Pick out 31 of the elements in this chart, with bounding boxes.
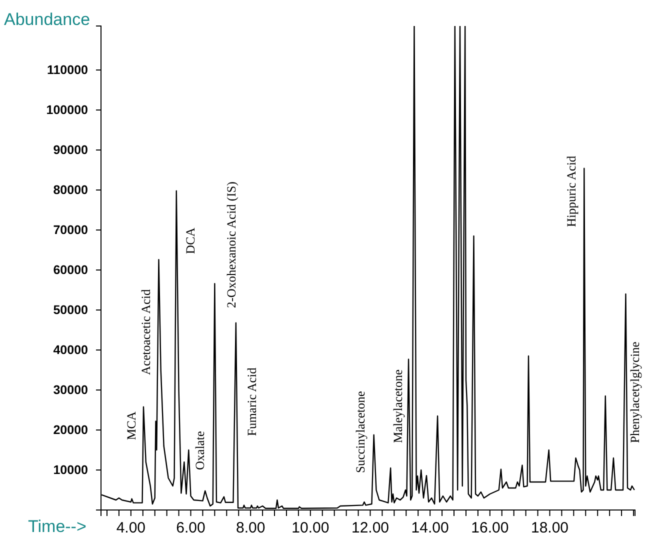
x-tick-label: 8.00 xyxy=(236,520,266,536)
x-tick-label: 12.00 xyxy=(351,520,390,536)
x-axis-title: Time--> xyxy=(28,517,86,536)
annotation: 2-Oxohexanoic Acid (IS) xyxy=(224,182,238,308)
annotation: Hippuric Acid xyxy=(564,155,578,227)
y-tick-label: 100000 xyxy=(46,103,88,117)
y-tick-label: 20000 xyxy=(53,423,88,437)
y-tick-label: 110000 xyxy=(46,63,88,77)
x-tick-label: 14.00 xyxy=(411,520,449,536)
x-tick-label: 16.00 xyxy=(471,520,509,536)
annotation: DCA xyxy=(184,228,198,254)
y-tick-label: 10000 xyxy=(53,463,88,477)
annotation: Succinylacetone xyxy=(354,390,368,473)
annotation: Oxalate xyxy=(193,430,207,470)
x-tick-label: 4.00 xyxy=(116,520,146,536)
annotation: Phenylacetylglycine xyxy=(628,341,642,443)
x-tick-label: 10.00 xyxy=(292,520,330,536)
y-axis-title: Abundance xyxy=(4,10,90,29)
y-tick-label: 60000 xyxy=(53,263,88,277)
annotation: Maleylacetone xyxy=(391,368,405,443)
x-tick-label: 6.00 xyxy=(176,520,206,536)
y-tick-label: 40000 xyxy=(53,343,88,357)
y-tick-label: 50000 xyxy=(53,303,88,317)
y-tick-label: 70000 xyxy=(53,223,88,237)
y-tick-label: 90000 xyxy=(53,143,88,157)
annotation: Acetoacetic Acid xyxy=(139,288,153,375)
y-tick-label: 80000 xyxy=(53,183,88,197)
annotation: Fumaric Acid xyxy=(245,366,259,436)
x-tick-label: 18.00 xyxy=(530,520,569,536)
annotation: MCA xyxy=(124,412,138,440)
y-tick-label: 30000 xyxy=(53,383,88,397)
